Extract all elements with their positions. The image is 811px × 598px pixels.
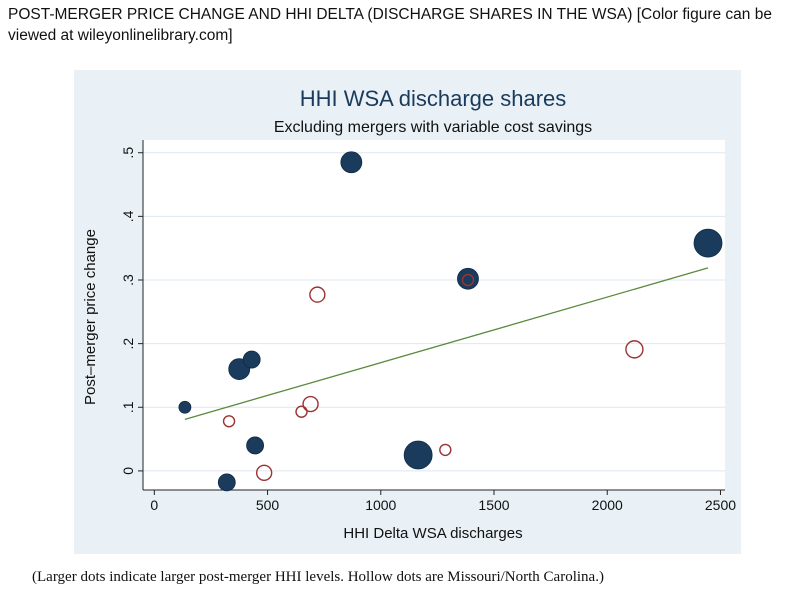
figure-caption: (Larger dots indicate larger post-merger… <box>32 569 604 585</box>
hollow-data-point <box>222 415 236 428</box>
y-tick-label: .2 <box>120 338 136 350</box>
solid-data-point <box>242 350 261 369</box>
x-tick-label: 2000 <box>592 497 623 513</box>
y-axis-ticks: 0 .1 .2 .3 .4 .5 <box>120 147 143 475</box>
chart-title: HHI WSA discharge shares <box>300 86 567 111</box>
hollow-data-point <box>625 340 644 359</box>
hollow-data-point <box>295 405 308 418</box>
axes <box>142 140 725 491</box>
y-tick-label: 0 <box>120 467 136 475</box>
solid-data-point <box>340 151 363 174</box>
y-tick-label: .4 <box>120 210 136 222</box>
fit-line <box>184 267 709 420</box>
y-axis-label: Post–merger price change <box>82 229 99 405</box>
hollow-data-point <box>302 395 319 413</box>
fit-line-group <box>184 267 709 420</box>
plot-area <box>143 140 725 490</box>
solid-data-point <box>246 436 264 455</box>
x-axis-label: HHI Delta WSA discharges <box>343 525 522 542</box>
hollow-data-point <box>309 286 326 303</box>
x-tick-label: 1000 <box>365 497 396 513</box>
y-tick-label: .5 <box>120 147 136 159</box>
x-tick-label: 1500 <box>478 497 509 513</box>
hollow-data-point <box>255 464 273 482</box>
solid-data-point <box>693 228 723 258</box>
chart-subtitle: Excluding mergers with variable cost sav… <box>274 119 592 136</box>
x-tick-label: 0 <box>150 497 158 513</box>
hollow-data-point <box>439 443 452 457</box>
solid-data-point <box>217 473 236 492</box>
grid-lines <box>143 152 725 472</box>
hollow-data-point <box>461 273 475 287</box>
solid-data-point <box>457 267 479 290</box>
x-axis-ticks: 0 500 1000 1500 2000 2500 <box>150 490 736 513</box>
solid-data-point <box>403 440 433 470</box>
y-tick-label: .1 <box>120 401 136 413</box>
solid-data-point <box>178 400 192 414</box>
x-tick-label: 2500 <box>705 497 736 513</box>
figure-title: POST-MERGER PRICE CHANGE AND HHI DELTA (… <box>8 6 772 44</box>
y-tick-label: .3 <box>120 274 136 286</box>
x-tick-label: 500 <box>256 497 280 513</box>
data-points <box>178 151 723 492</box>
